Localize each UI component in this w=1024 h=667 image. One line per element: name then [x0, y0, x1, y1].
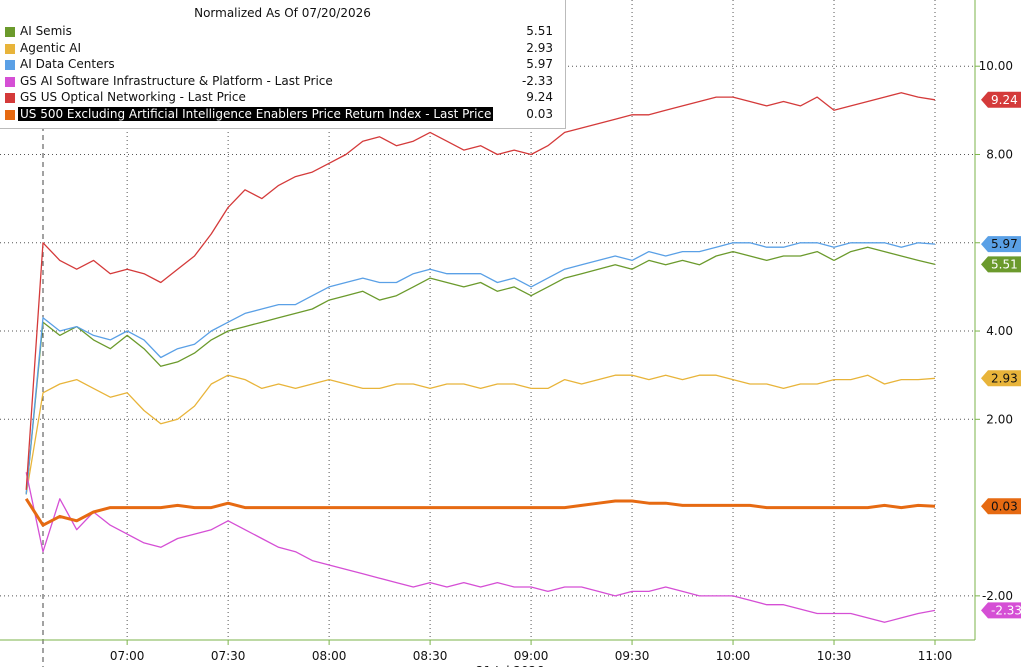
last-value-tag-1: 2.93 — [981, 370, 1021, 387]
legend-swatch — [5, 109, 15, 120]
chart-legend: Normalized As Of 07/20/2026 AI Semis 5.51… — [0, 0, 566, 129]
legend-swatch — [5, 27, 15, 37]
y-tick-label: 2.00 — [986, 412, 1013, 426]
x-tick-label: 09:00 — [514, 649, 549, 663]
last-value-label: 0.03 — [991, 499, 1018, 513]
x-tick-label: 10:00 — [716, 649, 751, 663]
legend-value: 9.24 — [526, 90, 553, 104]
y-tick-label: 10.00 — [979, 59, 1013, 73]
legend-label: Agentic AI — [20, 40, 82, 55]
last-value-tag-0: 5.51 — [981, 256, 1021, 273]
legend-entry: GS US Optical Networking - Last Price 9.2… — [0, 90, 565, 106]
legend-value: 2.93 — [526, 40, 553, 55]
legend-value: 5.51 — [526, 24, 553, 38]
x-tick-label: 08:00 — [312, 649, 347, 663]
last-value-label: 5.97 — [991, 237, 1018, 251]
legend-value: 0.03 — [526, 106, 553, 121]
legend-swatch — [5, 93, 15, 103]
legend-entry: GS AI Software Infrastructure & Platform… — [0, 74, 565, 90]
x-tick-label: 07:30 — [211, 649, 246, 663]
x-tick-label: 08:30 — [413, 649, 448, 663]
series-line-5 — [24, 497, 936, 527]
legend-label: AI Semis — [20, 24, 72, 38]
legend-value: -2.33 — [521, 73, 553, 88]
legend-entry: US 500 Excluding Artificial Intelligence… — [0, 106, 565, 123]
series-line-0 — [25, 246, 936, 495]
legend-label: GS AI Software Infrastructure & Platform… — [20, 73, 333, 88]
last-value-tag-4: 9.24 — [981, 91, 1021, 108]
legend-label: GS US Optical Networking - Last Price — [20, 90, 246, 104]
last-value-tag-3: -2.33 — [981, 602, 1022, 619]
legend-swatch — [5, 43, 15, 54]
last-value-label: 9.24 — [991, 93, 1018, 107]
x-tick-label: 10:30 — [817, 649, 852, 663]
legend-label: US 500 Excluding Artificial Intelligence… — [18, 106, 494, 121]
legend-swatch — [5, 60, 15, 70]
series-line-1 — [25, 374, 936, 495]
legend-entry: AI Semis 5.51 — [0, 24, 565, 40]
y-tick-label: -2.00 — [982, 589, 1013, 603]
x-tick-label: 07:00 — [110, 649, 145, 663]
legend-entry: Agentic AI 2.93 — [0, 41, 565, 57]
last-value-label: 5.51 — [991, 257, 1018, 271]
last-value-label: -2.33 — [991, 603, 1022, 617]
x-tick-label: 11:00 — [918, 649, 953, 663]
series-line-4 — [25, 92, 936, 490]
last-value-tag-2: 5.97 — [981, 236, 1021, 253]
legend-entry: AI Data Centers 5.97 — [0, 57, 565, 73]
series-line-2 — [25, 242, 936, 495]
x-tick-label: 09:30 — [615, 649, 650, 663]
legend-title: Normalized As Of 07/20/2026 — [194, 6, 371, 20]
last-value-tag-5: 0.03 — [981, 498, 1021, 515]
legend-label: AI Data Centers — [20, 57, 115, 71]
legend-value: 5.97 — [526, 57, 553, 71]
x-axis-title: 21 Jul 2026 — [476, 664, 544, 667]
series-line-3 — [25, 472, 936, 623]
y-tick-label: 4.00 — [986, 324, 1013, 338]
last-value-label: 2.93 — [991, 371, 1018, 385]
legend-swatch — [5, 76, 15, 87]
y-tick-label: 8.00 — [986, 147, 1013, 161]
